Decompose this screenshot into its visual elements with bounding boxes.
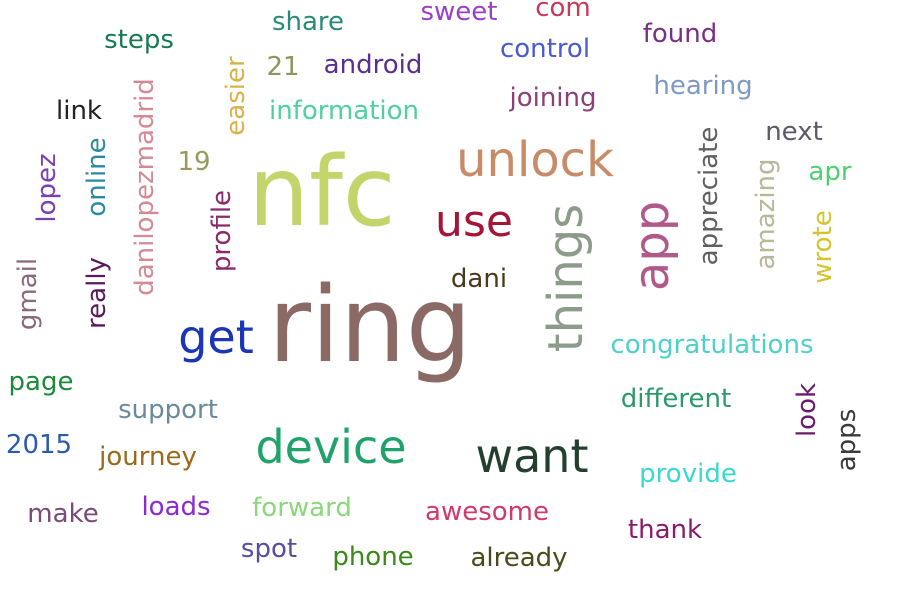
word-easier: easier: [221, 56, 251, 136]
word-next: next: [765, 117, 823, 147]
word-congratulations: congratulations: [610, 330, 814, 360]
word-make: make: [27, 499, 99, 529]
word-21: 21: [266, 52, 300, 82]
word-support: support: [118, 395, 218, 425]
word-sweet: sweet: [420, 0, 498, 27]
word-19: 19: [177, 147, 211, 177]
word-use: use: [435, 196, 513, 247]
word-spot: spot: [240, 534, 298, 564]
word-gmail: gmail: [13, 257, 43, 331]
word-dani: dani: [450, 264, 508, 294]
word-wrote: wrote: [808, 210, 838, 284]
word-unlock: unlock: [456, 132, 614, 188]
word-already: already: [470, 543, 568, 573]
word-device: device: [255, 420, 407, 474]
word-steps: steps: [104, 25, 174, 55]
word-different: different: [620, 384, 732, 414]
word-apps: apps: [832, 408, 862, 472]
word-appreciate: appreciate: [694, 126, 724, 266]
word-nfc: nfc: [248, 136, 396, 248]
word-loads: loads: [141, 492, 211, 522]
word-look: look: [792, 382, 822, 438]
word-information: information: [268, 96, 420, 126]
word-app: app: [624, 200, 680, 292]
word-danilopezmadrid: danilopezmadrid: [130, 78, 160, 296]
word-apr: apr: [808, 157, 852, 187]
word-share: share: [271, 7, 345, 37]
word-get: get: [178, 310, 254, 364]
word-online: online: [82, 137, 112, 217]
word-control: control: [499, 34, 591, 64]
word-journey: journey: [99, 442, 197, 472]
word-profile: profile: [207, 189, 237, 273]
word-link: link: [56, 96, 102, 126]
word-joining: joining: [509, 83, 597, 113]
word-found: found: [642, 19, 718, 49]
word-things: things: [538, 203, 594, 353]
word-forward: forward: [252, 493, 352, 523]
word-ring: ring: [268, 264, 472, 386]
word-lopez: lopez: [32, 153, 62, 223]
word-page: page: [8, 367, 74, 397]
word-phone: phone: [332, 542, 414, 572]
word-want: want: [475, 429, 589, 483]
word-2015: 2015: [5, 430, 73, 460]
word-com: com: [535, 0, 591, 23]
word-amazing: amazing: [751, 158, 781, 270]
word-android: android: [323, 50, 423, 80]
word-provide: provide: [639, 459, 737, 489]
word-awesome: awesome: [425, 497, 549, 527]
word-hearing: hearing: [653, 71, 753, 101]
word-really: really: [82, 257, 112, 329]
word-thank: thank: [627, 515, 703, 545]
